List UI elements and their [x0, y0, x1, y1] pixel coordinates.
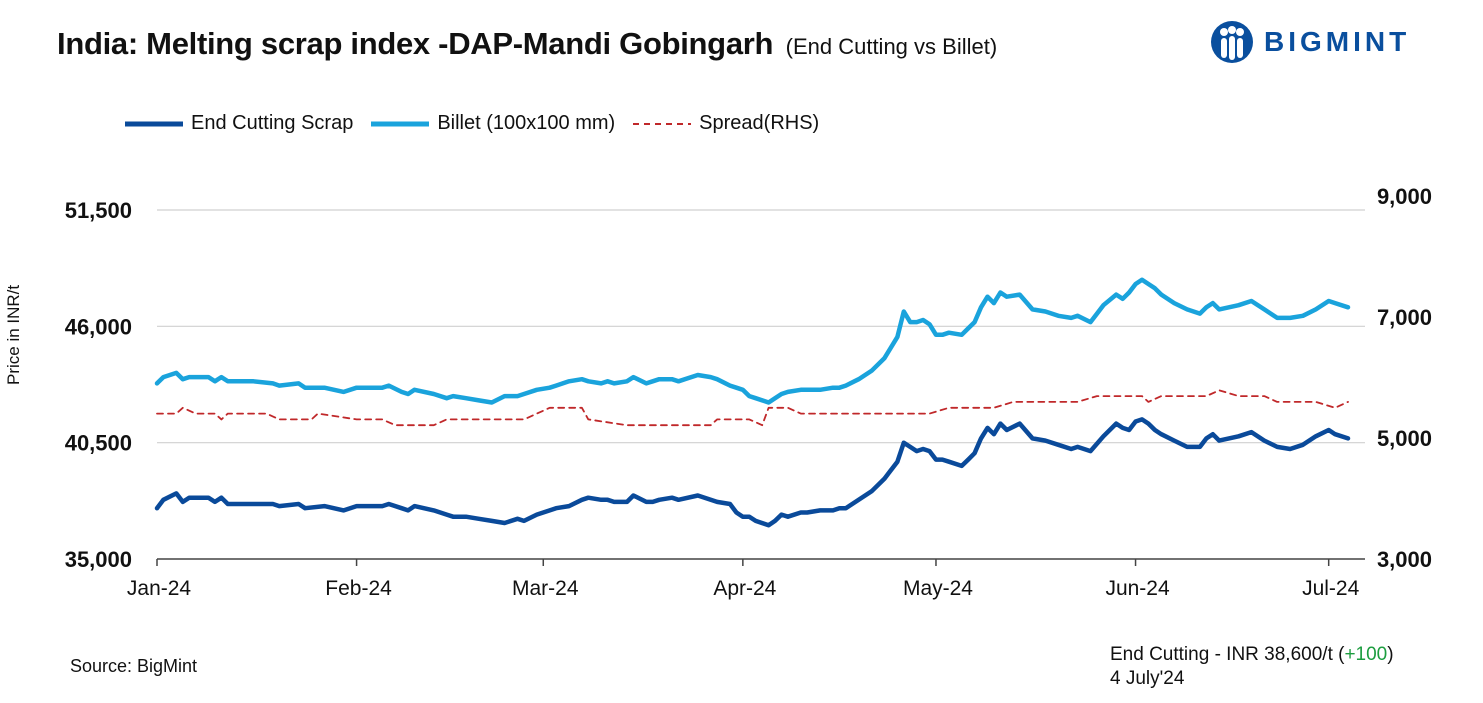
right-y-tick-label: 5,000 [1377, 426, 1432, 451]
right-y-tick-label: 9,000 [1377, 184, 1432, 209]
price-note-line1: End Cutting - INR 38,600/t (+100) [1110, 643, 1394, 667]
x-tick-label: Jun-24 [1105, 577, 1170, 600]
source-note: Source: BigMint [70, 656, 198, 676]
x-tick-label: Mar-24 [512, 577, 579, 600]
series-spread-line [156, 389, 1349, 427]
legend-swatch-spread [633, 122, 692, 125]
price-note-suffix: ) [1387, 644, 1394, 665]
legend-swatch-end-cutting [125, 121, 183, 126]
legend-label-end-cutting: End Cutting Scrap [191, 112, 354, 134]
right-y-ticks: 9,000 7,000 5,000 3,000 [1377, 184, 1432, 572]
chart-legend: End Cutting Scrap Billet (100x100 mm) Sp… [125, 112, 837, 135]
left-y-tick-label: 35,000 [65, 547, 132, 572]
series-end-cutting-line [154, 417, 1351, 528]
left-y-tick-label: 46,000 [65, 314, 132, 339]
price-change: +100 [1344, 644, 1388, 665]
bigmint-logo: BIGMINT [1210, 20, 1410, 64]
legend-item-end-cutting: End Cutting Scrap [125, 112, 353, 135]
chart-grid [157, 209, 1365, 444]
left-y-tick-label: 51,500 [65, 198, 132, 223]
right-y-tick-label: 7,000 [1377, 305, 1432, 330]
right-y-tick-label: 3,000 [1377, 547, 1432, 572]
series-billet-line [154, 277, 1351, 405]
left-y-ticks: 51,500 46,000 40,500 35,000 [65, 198, 132, 572]
chart-subtitle: (End Cutting vs Billet) [785, 34, 998, 59]
chart-title: India: Melting scrap index -DAP-Mandi Go… [57, 26, 774, 61]
bigmint-logo-icon [1211, 21, 1253, 63]
x-tick-label: Jan-24 [127, 577, 192, 600]
price-note: End Cutting - INR 38,600/t (+100) 4 July… [1110, 643, 1394, 691]
x-tick-label: Feb-24 [325, 577, 392, 600]
price-note-date: 4 July'24 [1110, 668, 1185, 689]
price-note-prefix: End Cutting - INR 38,600/t ( [1110, 644, 1345, 665]
x-tick-label: Jul-24 [1302, 577, 1360, 600]
x-axis: Jan-24 Feb-24 Mar-24 Apr-24 May-24 Jun-24 Jul-… [127, 558, 1365, 600]
x-tick-label: Apr-24 [713, 577, 776, 600]
chart-title-row: India: Melting scrap index -DAP-Mandi Go… [57, 26, 997, 62]
legend-item-billet: Billet (100x100 mm) [371, 112, 615, 135]
legend-label-spread: Spread(RHS) [699, 112, 820, 134]
legend-item-spread: Spread(RHS) [633, 112, 819, 135]
x-tick-label: May-24 [903, 577, 973, 600]
legend-swatch-billet [371, 121, 430, 126]
legend-label-billet: Billet (100x100 mm) [437, 112, 616, 134]
left-y-tick-label: 40,500 [65, 431, 132, 456]
chart-series [154, 277, 1351, 528]
bigmint-logo-text: BIGMINT [1264, 26, 1411, 57]
